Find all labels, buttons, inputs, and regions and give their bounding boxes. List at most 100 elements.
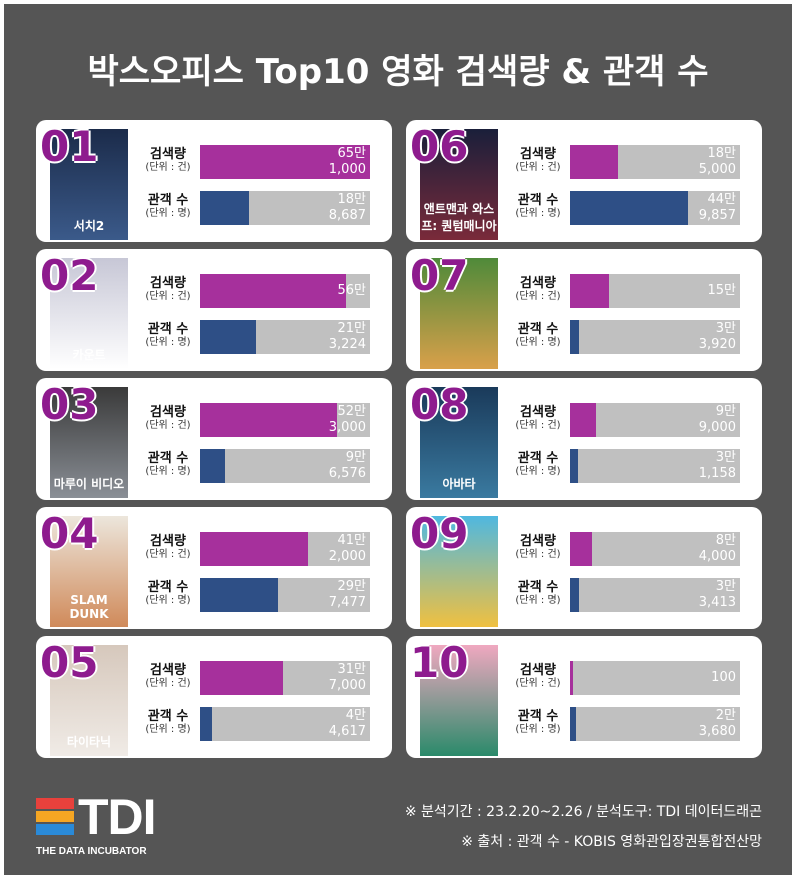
metric-name: 검색량	[520, 147, 556, 162]
value-line-minor: 9,000	[698, 420, 736, 435]
analysis-period-note: ※ 분석기간 : 23.2.20~2.26 / 분석도구: TDI 데이터드래곤	[404, 804, 762, 820]
value-line-major: 9만	[715, 404, 736, 419]
poster-title: 앤트맨과 와스프: 퀀텀매니아	[421, 202, 497, 233]
search-volume-bar-track: 15만	[570, 274, 740, 308]
rank-number: 07	[410, 251, 469, 300]
metric-unit: (단위 : 명)	[515, 337, 561, 348]
movie-card: 02 카운트 검색량 (단위 : 건) 56만 관객 수 (단위 : 명) 21만 3,224	[36, 249, 392, 371]
metric-unit: (단위 : 건)	[515, 291, 561, 302]
audience-bar-track: 9만 6,576	[200, 449, 370, 483]
poster-title: 아바타	[442, 477, 476, 491]
search-volume-bar-track: 56만	[200, 274, 370, 308]
search-volume-value: 41만 2,000	[329, 533, 366, 565]
movie-poster: 서치2	[50, 129, 128, 240]
logo-text: TDI	[78, 789, 157, 845]
audience-bar	[200, 578, 278, 612]
metric-unit: (단위 : 건)	[515, 420, 561, 431]
metric-name: 관객 수	[147, 451, 189, 466]
value-line-major: 29만	[337, 579, 366, 594]
value-line-major: 100	[711, 670, 736, 685]
rank-number: 08	[410, 380, 469, 429]
value-line-major: 8만	[715, 533, 736, 548]
audience-label: 관객 수 (단위 : 명)	[132, 193, 204, 220]
search-volume-bar-track: 100	[570, 661, 740, 695]
value-line-major: 56만	[337, 283, 366, 298]
value-line-major: 3만	[715, 321, 736, 336]
value-line-major: 2만	[715, 708, 736, 723]
metric-name: 관객 수	[147, 193, 189, 208]
metric-unit: (단위 : 명)	[145, 724, 191, 735]
metric-unit: (단위 : 건)	[145, 420, 191, 431]
search-volume-bar	[570, 145, 619, 179]
search-volume-bar-track: 9만 9,000	[570, 403, 740, 437]
search-volume-label: 검색량 (단위 : 건)	[132, 276, 204, 303]
audience-label: 관객 수 (단위 : 명)	[132, 451, 204, 478]
audience-value: 4만 4,617	[329, 708, 366, 740]
metric-unit: (단위 : 건)	[145, 291, 191, 302]
value-line-minor: 1,158	[698, 466, 736, 481]
search-volume-bar	[570, 532, 592, 566]
logo-subtitle: THE DATA INCUBATOR	[36, 846, 147, 857]
metric-name: 관객 수	[517, 193, 559, 208]
audience-bar-track: 3만 3,413	[570, 578, 740, 612]
audience-label: 관객 수 (단위 : 명)	[502, 193, 574, 220]
audience-label: 관객 수 (단위 : 명)	[132, 709, 204, 736]
search-volume-value: 8만 4,000	[699, 533, 736, 565]
search-volume-label: 검색량 (단위 : 건)	[502, 663, 574, 690]
rank-number: 01	[40, 122, 99, 171]
metric-unit: (단위 : 명)	[145, 337, 191, 348]
metric-unit: (단위 : 건)	[515, 678, 561, 689]
movie-card: 08 아바타 검색량 (단위 : 건) 9만 9,000 관객 수 (단위 : 명) 3만 1,1…	[406, 378, 762, 500]
value-line-minor: 3,000	[328, 420, 366, 435]
audience-bar-track: 44만 9,857	[570, 191, 740, 225]
search-volume-bar	[200, 274, 347, 308]
value-line-major: 21만	[337, 321, 366, 336]
audience-bar	[200, 707, 212, 741]
value-line-major: 52만	[337, 404, 366, 419]
audience-bar-track: 2만 3,680	[570, 707, 740, 741]
movie-poster	[420, 516, 498, 627]
value-line-minor: 8,687	[328, 208, 366, 223]
search-volume-value: 56만	[337, 283, 366, 299]
search-volume-bar	[200, 403, 337, 437]
value-line-major: 3만	[715, 579, 736, 594]
search-volume-bar-track: 31만 7,000	[200, 661, 370, 695]
value-line-major: 15만	[707, 283, 736, 298]
search-volume-bar	[200, 661, 283, 695]
movie-poster: 아바타	[420, 387, 498, 498]
metric-name: 검색량	[520, 663, 556, 678]
logo-blue-bar	[36, 824, 74, 835]
movie-card: 04 SLAM DUNK 검색량 (단위 : 건) 41만 2,000 관객 수 (단위 : …	[36, 507, 392, 629]
audience-value: 9만 6,576	[329, 450, 366, 482]
movie-poster: 카운트	[50, 258, 128, 369]
value-line-major: 65만	[337, 146, 366, 161]
metric-name: 관객 수	[517, 322, 559, 337]
search-volume-value: 15만	[707, 283, 736, 299]
audience-bar-track: 3만 1,158	[570, 449, 740, 483]
audience-bar-track: 3만 3,920	[570, 320, 740, 354]
audience-bar	[570, 191, 688, 225]
movie-poster	[420, 645, 498, 756]
metric-unit: (단위 : 건)	[145, 549, 191, 560]
search-volume-label: 검색량 (단위 : 건)	[502, 147, 574, 174]
value-line-minor: 7,477	[328, 595, 366, 610]
poster-title: 서치2	[73, 219, 105, 233]
search-volume-label: 검색량 (단위 : 건)	[132, 663, 204, 690]
rank-number: 03	[40, 380, 99, 429]
rank-number: 02	[40, 251, 99, 300]
rank-number: 09	[410, 509, 469, 558]
search-volume-value: 18만 5,000	[699, 146, 736, 178]
audience-value: 18만 8,687	[329, 192, 366, 224]
audience-bar-track: 21만 3,224	[200, 320, 370, 354]
infographic-frame: 박스오피스 Top10 영화 검색량 & 관객 수 01 서치2 검색량 (단위 : …	[4, 4, 792, 875]
value-line-minor: 3,680	[698, 724, 736, 739]
logo-yellow-bar	[36, 811, 74, 822]
movie-poster: 앤트맨과 와스프: 퀀텀매니아	[420, 129, 498, 240]
search-volume-label: 검색량 (단위 : 건)	[502, 534, 574, 561]
metric-name: 관객 수	[517, 709, 559, 724]
value-line-minor: 4,617	[328, 724, 366, 739]
search-volume-bar	[570, 661, 573, 695]
value-line-major: 3만	[715, 450, 736, 465]
metric-name: 관객 수	[147, 580, 189, 595]
audience-value: 3만 3,413	[699, 579, 736, 611]
